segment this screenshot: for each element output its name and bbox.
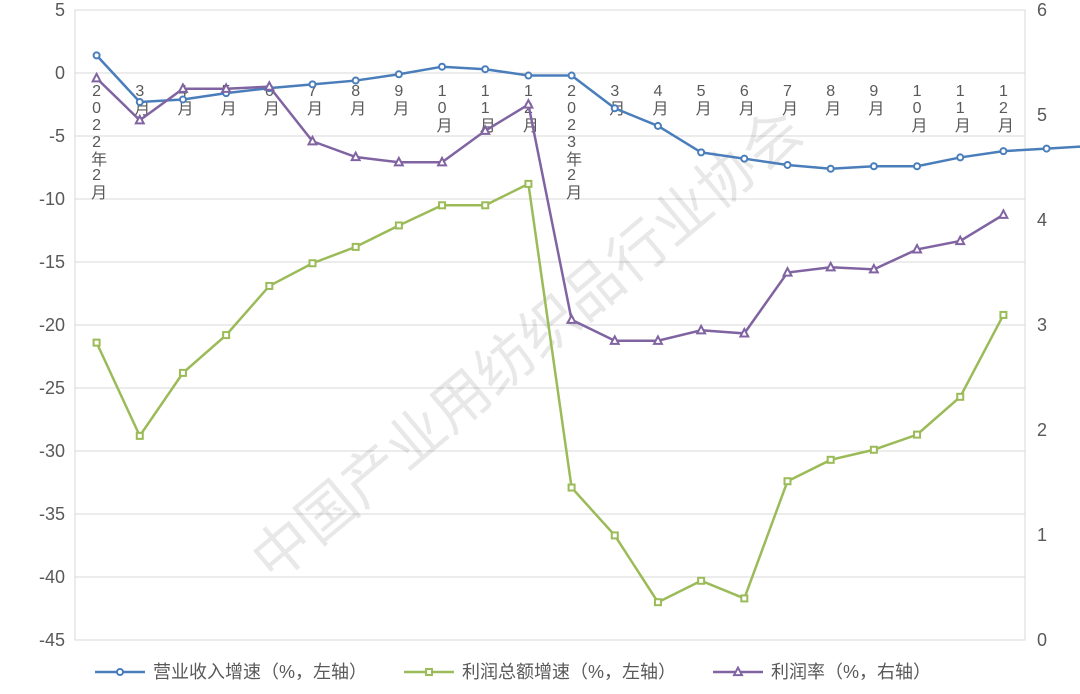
y-right-tick-label: 1 bbox=[1037, 525, 1047, 545]
series-marker bbox=[785, 478, 791, 484]
x-tick-label: 2022年2月 bbox=[88, 83, 107, 201]
y-left-tick-label: 5 bbox=[55, 0, 65, 20]
y-left-tick-label: -30 bbox=[39, 441, 65, 461]
series-marker bbox=[439, 202, 445, 208]
series-marker bbox=[828, 166, 834, 172]
y-right-tick-label: 6 bbox=[1037, 0, 1047, 20]
series-marker bbox=[482, 202, 488, 208]
series-marker bbox=[266, 283, 272, 289]
x-tick-label: 7月 bbox=[779, 83, 798, 117]
x-tick-label: 8月 bbox=[822, 83, 841, 117]
series-marker bbox=[525, 73, 531, 79]
series-marker bbox=[1044, 146, 1050, 152]
series-marker bbox=[871, 447, 877, 453]
y-left-tick-label: -45 bbox=[39, 630, 65, 650]
series-marker bbox=[785, 162, 791, 168]
y-left-tick-label: -35 bbox=[39, 504, 65, 524]
x-tick-label: 10月 bbox=[909, 83, 928, 134]
series-marker bbox=[698, 578, 704, 584]
y-left-tick-label: -15 bbox=[39, 252, 65, 272]
legend-label: 营业收入增速（%，左轴） bbox=[153, 662, 367, 682]
y-left-tick-label: -25 bbox=[39, 378, 65, 398]
series-marker bbox=[353, 78, 359, 84]
series-marker bbox=[1000, 312, 1006, 318]
series-marker bbox=[310, 81, 316, 87]
series-marker bbox=[957, 394, 963, 400]
line-chart: 中国产业用纺织品行业协会50-5-10-15-20-25-30-35-40-45… bbox=[0, 0, 1080, 694]
x-tick-label: 9月 bbox=[865, 83, 884, 117]
x-tick-label: 2023年2月 bbox=[563, 83, 582, 201]
series-marker bbox=[94, 52, 100, 58]
y-left-tick-label: 0 bbox=[55, 63, 65, 83]
series-marker bbox=[396, 222, 402, 228]
y-right-tick-label: 5 bbox=[1037, 105, 1047, 125]
x-tick-label: 11月 bbox=[952, 83, 971, 134]
series-marker bbox=[741, 595, 747, 601]
legend-label: 利润率（%，右轴） bbox=[771, 662, 931, 682]
series-marker bbox=[180, 370, 186, 376]
series-marker bbox=[655, 123, 661, 129]
series-marker bbox=[137, 433, 143, 439]
series-marker bbox=[525, 181, 531, 187]
chart-container: 中国产业用纺织品行业协会50-5-10-15-20-25-30-35-40-45… bbox=[0, 0, 1080, 694]
x-tick-label: 8月 bbox=[347, 83, 366, 117]
x-tick-label: 5月 bbox=[693, 83, 712, 117]
x-tick-label: 12月 bbox=[995, 83, 1014, 134]
series-marker bbox=[612, 532, 618, 538]
series-marker bbox=[439, 64, 445, 70]
y-left-tick-label: -5 bbox=[49, 126, 65, 146]
x-tick-label: 9月 bbox=[390, 83, 409, 117]
series-marker bbox=[569, 73, 575, 79]
series-marker bbox=[1000, 148, 1006, 154]
series-marker bbox=[569, 485, 575, 491]
series-marker bbox=[137, 99, 143, 105]
series-marker bbox=[914, 432, 920, 438]
series-marker bbox=[612, 105, 618, 111]
x-tick-label: 10月 bbox=[434, 83, 453, 134]
x-tick-label: 4月 bbox=[649, 83, 668, 117]
series-marker bbox=[698, 149, 704, 155]
series-marker bbox=[310, 260, 316, 266]
series-marker bbox=[223, 332, 229, 338]
x-tick-label: 6月 bbox=[736, 83, 755, 117]
y-right-tick-label: 3 bbox=[1037, 315, 1047, 335]
series-marker bbox=[828, 457, 834, 463]
series-marker bbox=[482, 66, 488, 72]
series-marker bbox=[655, 599, 661, 605]
series-marker bbox=[914, 163, 920, 169]
y-right-tick-label: 2 bbox=[1037, 420, 1047, 440]
series-marker bbox=[94, 340, 100, 346]
series-marker bbox=[353, 244, 359, 250]
y-left-tick-label: -10 bbox=[39, 189, 65, 209]
y-left-tick-label: -20 bbox=[39, 315, 65, 335]
y-right-tick-label: 0 bbox=[1037, 630, 1047, 650]
series-marker bbox=[180, 96, 186, 102]
series-marker bbox=[396, 71, 402, 77]
series-marker bbox=[741, 156, 747, 162]
y-right-tick-label: 4 bbox=[1037, 210, 1047, 230]
legend-label: 利润总额增速（%，左轴） bbox=[462, 662, 676, 682]
series-marker bbox=[957, 154, 963, 160]
series-marker bbox=[871, 163, 877, 169]
y-left-tick-label: -40 bbox=[39, 567, 65, 587]
